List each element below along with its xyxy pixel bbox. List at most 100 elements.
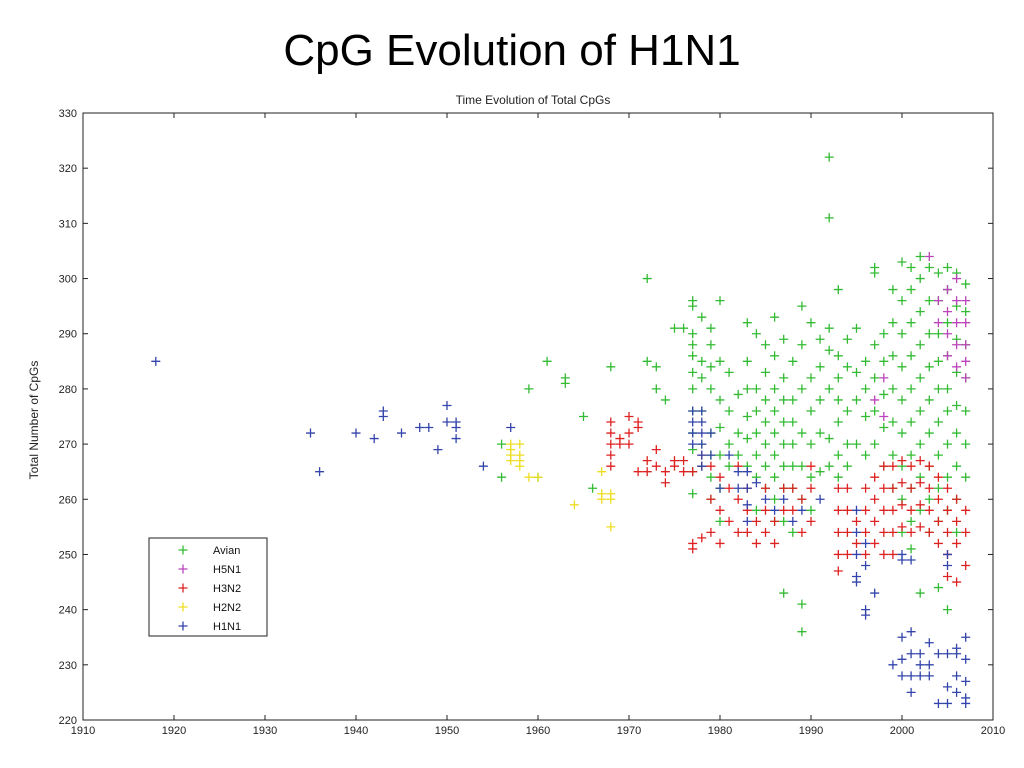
data-point — [779, 417, 789, 427]
data-point — [852, 516, 861, 526]
data-point — [706, 527, 716, 537]
data-point — [497, 472, 507, 482]
data-point — [515, 439, 525, 449]
data-point — [806, 439, 816, 449]
data-point — [688, 384, 698, 394]
data-point — [633, 467, 643, 477]
data-point — [906, 516, 916, 526]
data-point — [688, 329, 698, 339]
data-point — [906, 450, 916, 460]
data-point — [751, 516, 761, 526]
data-point — [697, 533, 707, 543]
data-point — [815, 428, 825, 438]
data-point — [751, 428, 761, 438]
data-point — [606, 450, 616, 460]
y-tick-label: 280 — [59, 384, 77, 396]
data-point — [833, 417, 843, 427]
data-point — [943, 351, 952, 361]
data-point — [933, 296, 943, 306]
data-point — [688, 301, 698, 311]
data-point — [906, 285, 916, 295]
data-point — [797, 301, 807, 311]
legend: Avian H5N1 H3N2 H2N2 H1N1 — [148, 537, 268, 637]
data-point — [378, 412, 388, 421]
data-point — [606, 522, 616, 532]
data-point — [915, 478, 925, 488]
data-point — [870, 395, 880, 405]
data-point — [770, 516, 780, 526]
data-point — [797, 340, 807, 350]
data-point — [815, 334, 825, 344]
data-point — [788, 483, 798, 493]
data-point — [797, 627, 807, 637]
series-h2n2 — [506, 439, 616, 532]
data-point — [924, 251, 934, 261]
data-point — [560, 378, 570, 388]
x-tick-label: 2000 — [890, 725, 914, 737]
data-point — [670, 461, 679, 471]
data-point — [924, 428, 934, 438]
data-point — [688, 367, 698, 377]
data-point — [933, 494, 943, 504]
data-point — [688, 544, 698, 554]
series-h1n1 — [151, 356, 971, 708]
data-point — [906, 505, 916, 515]
data-point — [897, 654, 907, 664]
data-point — [651, 362, 661, 372]
data-point — [888, 417, 898, 427]
data-point — [842, 527, 852, 537]
data-point — [697, 428, 707, 438]
data-point — [415, 423, 425, 433]
data-point — [788, 461, 798, 471]
data-point — [861, 527, 871, 537]
data-point — [806, 516, 816, 526]
data-point — [788, 505, 798, 515]
data-point — [797, 384, 807, 394]
data-point — [852, 439, 861, 449]
data-point — [724, 450, 734, 460]
data-point — [879, 527, 889, 537]
x-tick-label: 1980 — [708, 725, 732, 737]
data-point — [824, 345, 834, 355]
series-h3n2 — [606, 412, 971, 587]
data-point — [879, 412, 889, 421]
data-point — [833, 566, 843, 576]
data-point — [624, 439, 634, 449]
data-point — [815, 467, 825, 477]
data-point — [442, 400, 452, 410]
data-point — [933, 472, 943, 482]
data-point — [770, 351, 780, 361]
data-point — [906, 263, 916, 273]
data-point — [952, 687, 962, 697]
data-point — [351, 428, 361, 438]
data-point — [924, 263, 934, 273]
data-point — [761, 417, 770, 427]
data-point — [879, 329, 889, 339]
series-h5n1 — [870, 251, 971, 421]
x-tick-label: 2010 — [981, 725, 1005, 737]
data-point — [706, 362, 716, 372]
data-point — [770, 538, 780, 548]
data-point — [924, 660, 934, 670]
data-point — [961, 632, 971, 642]
data-point — [924, 527, 934, 537]
data-point — [742, 527, 752, 537]
data-point — [797, 527, 807, 537]
data-point — [533, 472, 543, 482]
data-point — [879, 356, 889, 366]
data-point — [952, 340, 962, 350]
data-point — [861, 384, 871, 394]
data-point — [933, 329, 943, 339]
data-point — [897, 478, 907, 488]
data-point — [915, 671, 925, 681]
y-tick-label: 270 — [59, 439, 77, 451]
data-point — [806, 461, 816, 471]
data-point — [915, 588, 925, 598]
data-point — [870, 472, 880, 482]
data-point — [933, 356, 943, 366]
y-tick-label: 310 — [59, 218, 77, 230]
data-point — [952, 428, 962, 438]
data-point — [933, 417, 943, 427]
data-point — [961, 307, 971, 317]
